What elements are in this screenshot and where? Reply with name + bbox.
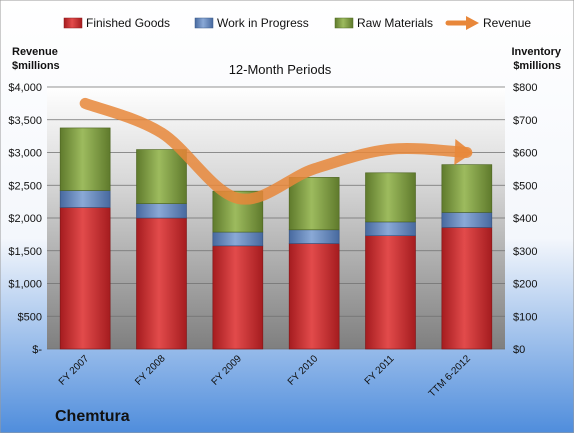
bar-work-in-progress: [212, 231, 264, 247]
left-tick-label: $-: [32, 344, 42, 356]
left-axis-ticks: $- $500 $1,000 $1,500 $2,000 $2,500 $3,000 $3,5…: [8, 82, 42, 356]
bar-finished-goods: [288, 243, 340, 350]
bar-finished-goods: [441, 227, 493, 350]
legend-label-raw-materials: Raw Materials: [357, 16, 433, 30]
chart-subtitle: 12-Month Periods: [229, 62, 332, 77]
right-tick-label: $700: [513, 115, 537, 127]
left-tick-label: $4,000: [8, 82, 42, 94]
legend-swatch-revenue: [445, 16, 479, 30]
bar-work-in-progress: [136, 203, 187, 219]
bar-raw-materials: [365, 172, 416, 223]
bar-raw-materials: [136, 149, 187, 204]
right-tick-label: $100: [513, 311, 537, 323]
bar-work-in-progress: [288, 229, 340, 244]
bar-work-in-progress: [59, 190, 111, 208]
right-tick-label: $0: [513, 344, 525, 356]
right-tick-label: $500: [513, 180, 537, 192]
left-axis-title-line1: Revenue: [12, 46, 58, 58]
legend-swatch-raw-materials: [334, 17, 354, 29]
right-axis-title-line2: $millions: [513, 60, 561, 72]
legend-label-revenue: Revenue: [483, 16, 531, 30]
right-tick-label: $400: [513, 213, 537, 225]
legend-label-work-in-progress: Work in Progress: [217, 16, 309, 30]
revenue-line-path: [79, 97, 473, 205]
left-tick-label: $1,000: [8, 279, 42, 291]
bar-finished-goods: [136, 217, 187, 350]
right-axis-title-line1: Inventory: [511, 46, 561, 58]
bar-finished-goods: [59, 207, 111, 350]
bar-finished-goods: [212, 245, 264, 350]
company-name: Chemtura: [55, 408, 130, 425]
bar-work-in-progress: [365, 221, 416, 236]
legend-swatch-work-in-progress: [194, 17, 214, 29]
left-tick-label: $3,000: [8, 148, 42, 160]
legend-swatch-finished-goods: [63, 17, 83, 29]
revenue-line: [79, 97, 473, 205]
right-tick-label: $300: [513, 246, 537, 258]
right-axis-ticks: $0 $100 $200 $300 $400 $500 $600 $700 $800: [513, 82, 537, 356]
left-tick-label: $2,000: [8, 213, 42, 225]
bar-raw-materials: [59, 127, 111, 191]
right-tick-label: $200: [513, 279, 537, 291]
left-tick-label: $3,500: [8, 115, 42, 127]
left-tick-label: $1,500: [8, 246, 42, 258]
legend: Finished Goods Work in Progress Raw Mate…: [63, 16, 531, 30]
bar-raw-materials: [441, 164, 493, 213]
right-tick-label: $800: [513, 82, 537, 94]
left-axis-title-line2: $millions: [12, 60, 60, 72]
left-tick-label: $500: [18, 311, 42, 323]
bar-work-in-progress: [441, 212, 493, 228]
bar-raw-materials: [288, 177, 340, 231]
legend-label-finished-goods: Finished Goods: [86, 16, 170, 30]
left-tick-label: $2,500: [8, 180, 42, 192]
bar-finished-goods: [365, 235, 416, 350]
revenue-arrowhead: [454, 138, 473, 165]
bars: [59, 127, 493, 350]
right-tick-label: $600: [513, 148, 537, 160]
